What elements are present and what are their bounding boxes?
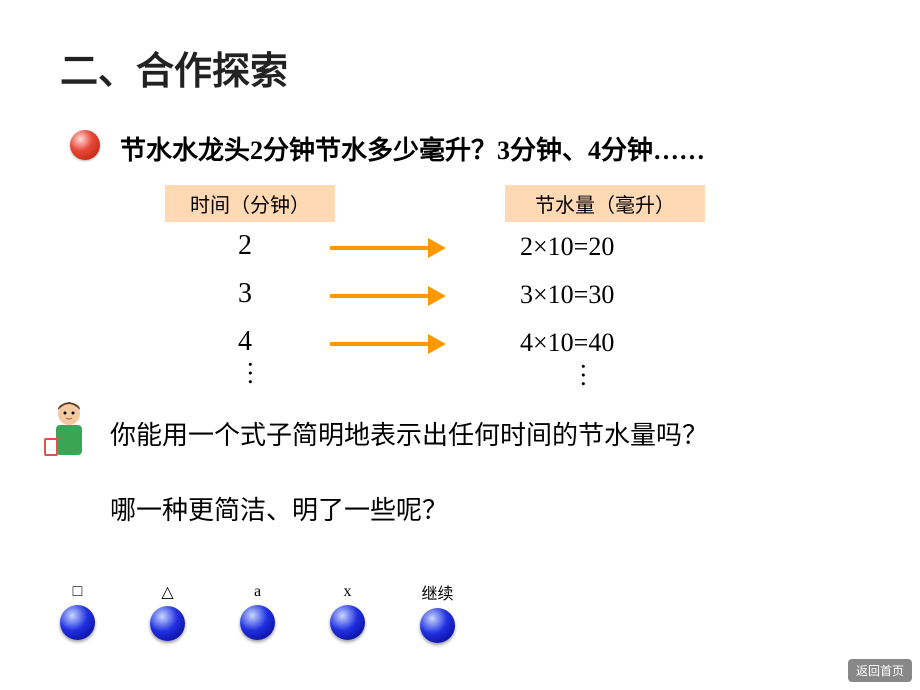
ball-icon	[60, 605, 95, 640]
teacher-icon	[42, 400, 97, 470]
section-title: 二、合作探索	[60, 40, 288, 95]
nav-btn-continue[interactable]: 继续	[420, 580, 455, 643]
ball-icon	[330, 605, 365, 640]
nav-btn-x[interactable]: x	[330, 583, 365, 640]
nav-label: 继续	[421, 580, 453, 604]
return-home-button[interactable]: 返回首页	[848, 659, 912, 682]
time-value-1: 2	[238, 230, 252, 262]
header-time: 时间（分钟）	[165, 185, 335, 222]
nav-btn-a[interactable]: a	[240, 583, 275, 640]
nav-label: a	[254, 583, 261, 601]
water-value-3: 4×10=40	[520, 328, 614, 358]
nav-label: △	[161, 582, 173, 602]
arrow-2	[330, 286, 450, 306]
ball-icon	[420, 608, 455, 643]
nav-btn-square[interactable]: □	[60, 583, 95, 640]
header-water: 节水量（毫升）	[505, 185, 705, 222]
water-dots: …	[575, 362, 605, 382]
time-value-2: 3	[238, 278, 252, 310]
sub-question-2: 哪一种更简洁、明了一些呢？	[110, 490, 448, 527]
nav-buttons: □ △ a x 继续	[60, 580, 455, 643]
nav-label: x	[344, 583, 352, 601]
arrow-1	[330, 238, 450, 258]
time-dots: …	[242, 360, 272, 380]
nav-label: □	[73, 583, 83, 601]
main-question: 节水水龙头2分钟节水多少毫升？3分钟、4分钟……	[120, 130, 705, 167]
ball-icon	[240, 605, 275, 640]
arrow-3	[330, 334, 450, 354]
sub-question-1: 你能用一个式子简明地表示出任何时间的节水量吗？	[110, 415, 708, 452]
ball-icon	[150, 606, 185, 641]
nav-btn-triangle[interactable]: △	[150, 582, 185, 641]
water-value-2: 3×10=30	[520, 280, 614, 310]
water-value-1: 2×10=20	[520, 232, 614, 262]
time-value-3: 4	[238, 326, 252, 358]
bullet-icon	[70, 130, 100, 160]
